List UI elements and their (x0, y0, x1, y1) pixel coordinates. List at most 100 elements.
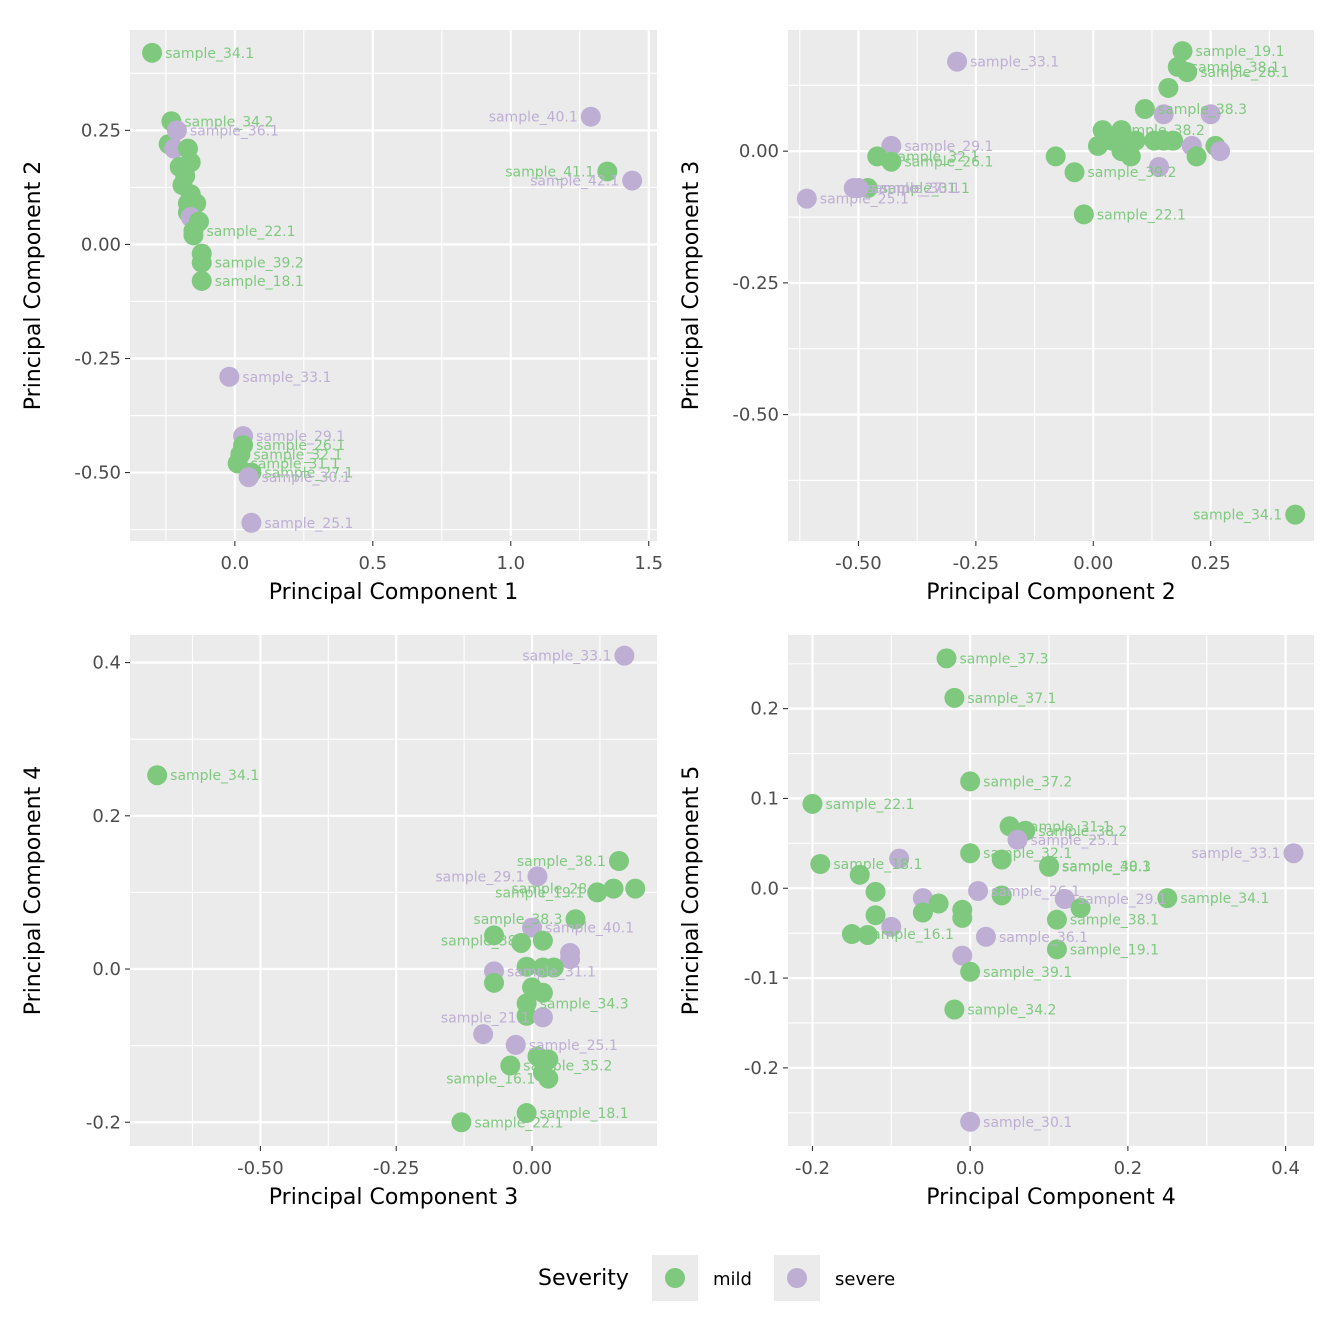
point-label: sample_16.1 (446, 1072, 535, 1088)
data-point (587, 882, 608, 903)
point-label: sample_30.1 (262, 470, 351, 486)
data-point (1186, 146, 1207, 167)
point-label: sample_38.1 (517, 854, 606, 870)
point-labels: sample_37.3 sample_37.1 sample_37.2 sample_… (825, 651, 1280, 1130)
data-point (947, 51, 968, 72)
point-label: sample_36.1 (190, 123, 279, 139)
data-point (166, 120, 187, 141)
point-label: sample_39.1 (983, 965, 1072, 981)
point-label: sample_22.1 (206, 224, 295, 240)
legend-dot-mild (665, 1268, 685, 1288)
data-point (1285, 504, 1306, 525)
data-point (1283, 843, 1304, 864)
y-axis-title: Principal Component 2 (21, 161, 46, 410)
x-axis-title: Principal Component 1 (269, 580, 518, 605)
point-label: sample_31.1 (507, 964, 596, 980)
point-label: sample_19.1 (1070, 942, 1159, 958)
data-point (1046, 939, 1067, 960)
data-point (960, 1111, 981, 1132)
data-point (960, 771, 981, 792)
point-label: sample_18.1 (833, 857, 922, 873)
panel-3: -0.50 -0.25 0.00 -0.2 0.0 0.2 0.4 Principal Com… (21, 635, 657, 1210)
point-label: sample_33.1 (970, 55, 1059, 71)
data-point (810, 854, 831, 875)
point-label: sample_27.1 (867, 181, 956, 197)
data-point (241, 512, 262, 533)
data-point (451, 1112, 472, 1133)
point-label: sample_34.1 (170, 768, 259, 784)
data-point (928, 893, 949, 914)
point-label: sample_29.1 (256, 429, 345, 445)
y-tick-label: 0.1 (750, 788, 779, 809)
data-point (944, 999, 965, 1020)
point-label: sample_30.1 (983, 1115, 1072, 1131)
point-label: sample_29.1 (904, 139, 993, 155)
legend-title: Severity (538, 1266, 629, 1291)
data-point (532, 930, 553, 951)
data-point (848, 178, 869, 199)
data-point (505, 1034, 526, 1055)
x-tick-label: -0.50 (237, 1158, 284, 1179)
panel-background (130, 635, 657, 1146)
point-labels: sample_34.1 sample_33.1 sample_38.1 sample_… (170, 649, 634, 1132)
data-point (142, 42, 163, 63)
point-label: sample_29.1 (1078, 892, 1167, 908)
x-axis-title: Principal Component 2 (926, 580, 1175, 605)
data-point (473, 1024, 494, 1045)
data-point (238, 467, 259, 488)
data-point (1172, 41, 1193, 62)
data-point (975, 926, 996, 947)
x-tick-label: 0.0 (221, 553, 250, 574)
point-label: sample_38.3 (1158, 102, 1247, 118)
y-axis-title: Principal Component 3 (679, 161, 704, 410)
y-tick-label: 0.0 (92, 959, 121, 980)
data-point (960, 843, 981, 864)
point-label: sample_39.2 (215, 256, 304, 272)
data-point (944, 687, 965, 708)
data-point (867, 146, 888, 167)
data-point (881, 135, 902, 156)
data-point (952, 907, 973, 928)
data-point (1177, 62, 1198, 83)
x-tick-label: 0.00 (512, 1158, 552, 1179)
data-point (164, 138, 185, 159)
point-label: sample_38.1 (1191, 60, 1280, 76)
data-point (191, 252, 212, 273)
x-tick-label: -0.25 (953, 553, 1000, 574)
y-tick-label: 0.2 (750, 699, 779, 720)
panel-background (130, 30, 657, 541)
data-point (1210, 141, 1231, 162)
data-point (1149, 156, 1170, 177)
point-label: sample_18.1 (540, 1106, 629, 1122)
data-point (889, 848, 910, 869)
data-point (147, 765, 168, 786)
y-tick-label: 0.4 (92, 653, 121, 674)
point-label: sample_28.1 (1200, 65, 1289, 81)
data-point (936, 648, 957, 669)
data-point (881, 916, 902, 937)
point-label: sample_22.1 (474, 1115, 563, 1131)
data-point (516, 1103, 537, 1124)
point-label: sample_34.2 (184, 114, 273, 130)
point-label: sample_37.1 (967, 691, 1056, 707)
data-point (1064, 162, 1085, 183)
point-label: sample_21.1 (441, 1010, 530, 1026)
point-label: sample_34.1 (165, 46, 254, 62)
point-label: sample_33.1 (522, 649, 611, 665)
point-label: sample_39.2 (1087, 165, 1176, 181)
point-label: sample_33.1 (1191, 846, 1280, 862)
point-label: sample_26.1 (256, 438, 345, 454)
data-point (991, 885, 1012, 906)
x-axis-title: Principal Component 4 (926, 1185, 1175, 1210)
legend-label-severe: severe (835, 1269, 895, 1290)
data-point (1054, 889, 1075, 910)
y-tick-label: -0.1 (744, 968, 779, 989)
point-label: sample_25.1 (264, 516, 353, 532)
data-point (543, 957, 564, 978)
y-tick-label: -0.25 (732, 273, 779, 294)
data-point (1007, 829, 1028, 850)
point-label: sample_41.1 (505, 164, 594, 180)
data-point (560, 949, 581, 970)
x-tick-label: -0.2 (795, 1158, 830, 1179)
